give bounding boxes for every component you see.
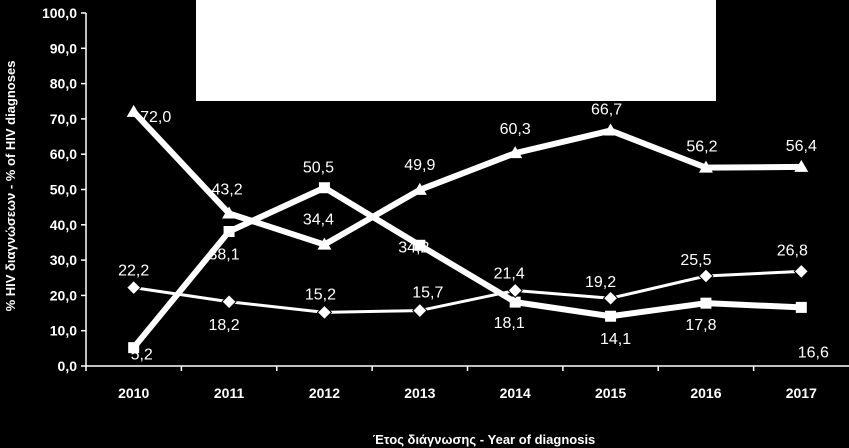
data-label: 26,8	[777, 242, 808, 259]
data-label: 49,9	[404, 157, 435, 174]
data-label: 34,2	[398, 239, 429, 256]
diamond-marker	[412, 302, 428, 319]
y-tick-label: 80,0	[50, 76, 77, 92]
x-axis-title: Έτος διάγνωσης - Year of diagnosis	[373, 432, 596, 447]
x-tick-label: 2013	[404, 385, 435, 401]
y-axis-title: % HIV διαγνώσεων - % of HIV diagnoses	[3, 61, 18, 312]
diamond-marker	[221, 294, 237, 310]
y-tick-label: 40,0	[50, 217, 77, 233]
triangle-marker	[794, 159, 809, 172]
triangle-marker	[412, 182, 427, 195]
square-marker	[605, 310, 617, 322]
square-marker	[223, 226, 235, 238]
diamond-marker	[507, 282, 523, 299]
x-tick-label: 2017	[786, 385, 817, 401]
x-tick-label: 2012	[309, 385, 340, 401]
data-labels: 72,0 43,2 34,4 49,9 60,3 66,7 56,2 56,4 5,2 38,1 5…	[118, 102, 829, 364]
series-markers	[125, 104, 810, 354]
square-marker	[509, 296, 521, 308]
data-label: 19,2	[585, 274, 616, 291]
x-tick-label: 2010	[118, 385, 149, 401]
x-tick-label: 2015	[595, 385, 626, 401]
diamond-marker	[698, 268, 714, 284]
data-label: 38,1	[208, 247, 239, 264]
x-tick-label: 2011	[214, 385, 245, 401]
square-marker	[128, 342, 140, 354]
data-label: 18,1	[494, 315, 525, 332]
data-label: 5,2	[131, 347, 153, 364]
series-line-triangle	[131, 109, 802, 248]
data-label: 66,7	[591, 102, 622, 119]
triangle-marker	[603, 123, 618, 136]
series-line-square	[131, 184, 802, 350]
diamond-marker	[316, 304, 333, 321]
y-tick-label: 20,0	[50, 287, 77, 303]
y-tick-label: 70,0	[50, 111, 77, 127]
triangle-marker	[508, 146, 523, 159]
triangle-marker	[222, 206, 237, 219]
square-marker	[700, 297, 712, 309]
y-tick-label: 10,0	[50, 323, 77, 339]
data-label: 50,5	[303, 160, 334, 177]
data-label: 60,3	[500, 121, 531, 138]
data-label: 43,2	[211, 182, 242, 199]
triangle-marker	[317, 237, 332, 250]
y-tick-label: 30,0	[50, 252, 77, 268]
data-label: 34,4	[303, 212, 334, 229]
y-tick-label: 90,0	[50, 40, 77, 56]
data-label: 16,6	[798, 344, 829, 361]
data-label: 17,8	[685, 317, 716, 334]
legend-box	[196, 0, 716, 101]
square-marker	[414, 239, 426, 251]
data-label: 15,7	[412, 285, 443, 302]
data-label: 18,2	[208, 317, 239, 334]
data-label: 14,1	[600, 331, 631, 348]
square-marker	[795, 301, 807, 313]
x-tick-label: 2016	[690, 385, 721, 401]
diamond-marker	[125, 279, 142, 296]
data-label: 15,2	[305, 286, 336, 303]
series-line-diamond	[133, 269, 802, 314]
y-tick-label: 60,0	[50, 146, 77, 162]
diamond-marker	[793, 263, 810, 280]
square-marker	[318, 182, 330, 194]
data-label: 56,4	[786, 138, 817, 155]
series-lines	[131, 109, 802, 350]
data-label: 56,2	[686, 139, 717, 156]
diamond-marker	[602, 290, 619, 306]
x-tick-label: 2014	[500, 385, 531, 401]
triangle-marker	[698, 160, 713, 173]
y-tick-label: 0,0	[58, 358, 78, 374]
data-label: 72,0	[140, 109, 171, 126]
y-tick-label: 50,0	[50, 182, 77, 198]
chart-axes: 0,0 10,0 20,0 30,0 40,0 50,0 60,0 70,0 80,0 90,0 1…	[42, 5, 849, 401]
y-tick-label: 100,0	[42, 5, 77, 21]
triangle-marker	[126, 104, 141, 117]
data-label: 25,5	[680, 252, 711, 269]
data-label: 21,4	[494, 265, 525, 282]
data-label: 22,2	[118, 263, 149, 280]
